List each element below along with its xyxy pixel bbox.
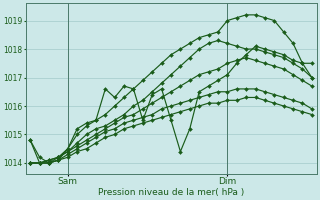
X-axis label: Pression niveau de la mer( hPa ): Pression niveau de la mer( hPa ): [98, 188, 244, 197]
